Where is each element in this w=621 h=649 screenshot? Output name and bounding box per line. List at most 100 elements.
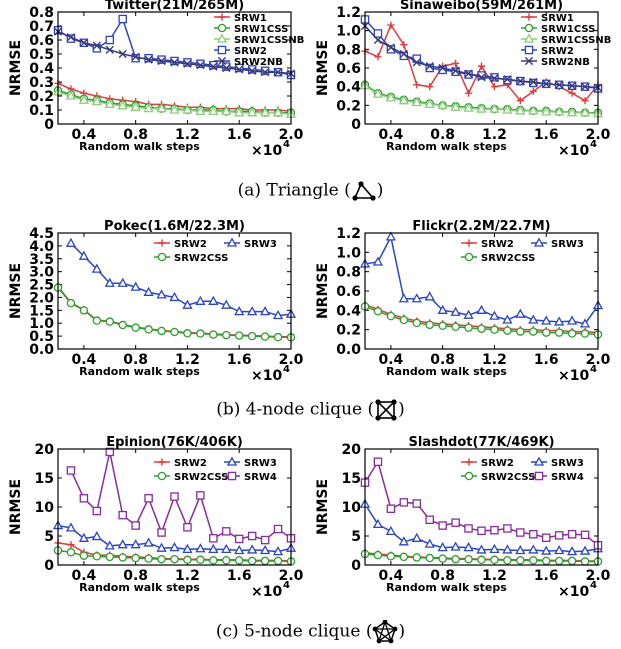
data-point [170, 554, 179, 564]
data-point [476, 103, 487, 113]
x-tick-label: 0.4 [71, 127, 96, 143]
data-point [489, 543, 500, 553]
y-tick-label: 0.4 [336, 303, 361, 319]
data-point [209, 534, 218, 543]
y-tick-label: 4.5 [29, 226, 54, 242]
y-tick-label: 15 [35, 471, 54, 487]
data-point [372, 518, 384, 529]
legend-label: SRW3 [551, 458, 584, 469]
legend-label: SRW1CSS [541, 24, 595, 35]
legend-marker [524, 45, 534, 55]
y-tick-label: 20 [35, 442, 55, 458]
y-tick-label: 0.6 [336, 284, 361, 300]
caption-c-text: (c) 5-node clique ( [215, 621, 373, 642]
x-multiplier-exponent: 4 [590, 364, 597, 375]
series-srw2css [53, 283, 296, 342]
caption-c: (c) 5-node clique () [0, 620, 621, 644]
chart-6: Slashdot(77K/469K) 0 5 10 15 20 0.4 0.8 1.2 1.6 2.… [315, 435, 611, 600]
data-point [131, 521, 140, 530]
x-tick-label: 2.0 [279, 568, 304, 584]
y-tick-label: 0.4 [29, 61, 54, 77]
data-point [196, 59, 205, 69]
data-point [567, 329, 577, 338]
data-point [92, 316, 102, 325]
data-point [248, 66, 257, 75]
data-point [182, 299, 193, 309]
y-tick-label: 0.0 [29, 342, 54, 358]
data-point [385, 92, 396, 102]
data-point [515, 105, 526, 115]
data-point [567, 556, 577, 566]
legend: SRW2 SRW3 SRW2CSS SRW4 [461, 456, 584, 483]
data-point [489, 103, 500, 113]
data-point [399, 498, 409, 507]
data-point [222, 330, 231, 340]
caption-b-text: (b) 4-node clique ( [216, 399, 375, 420]
data-point [412, 499, 422, 508]
data-point [554, 316, 565, 326]
data-point [528, 314, 539, 324]
x-tick-label: 1.6 [534, 568, 559, 584]
x-axis-label: Random walk steps [386, 140, 507, 153]
data-point [579, 545, 591, 555]
plot-frame [57, 232, 292, 350]
data-point [385, 231, 396, 241]
data-point [78, 94, 89, 104]
data-point [554, 328, 564, 337]
data-point [502, 104, 513, 114]
data-point [438, 554, 447, 563]
data-point [411, 293, 422, 303]
data-point [157, 554, 166, 564]
legend-marker [226, 456, 238, 466]
y-tick-label: 15 [342, 471, 361, 487]
data-point [450, 541, 461, 551]
data-point [386, 43, 395, 52]
data-point [529, 327, 538, 336]
data-point [272, 309, 284, 320]
data-point [170, 327, 179, 337]
data-point [437, 99, 448, 109]
legend-label: SRW2CSS [174, 253, 228, 264]
data-point [411, 96, 422, 107]
legend-marker [218, 13, 226, 21]
legend-label: SRW1CSSNB [234, 35, 304, 46]
data-point [502, 314, 513, 324]
x-multiplier-exponent: 4 [590, 580, 597, 591]
data-point [374, 53, 382, 61]
legend-marker [157, 252, 167, 262]
data-point [451, 322, 460, 332]
data-point [260, 535, 270, 545]
x-tick-label: 1.6 [227, 127, 252, 143]
x-multiplier-exponent: 4 [283, 364, 290, 375]
data-point [581, 97, 589, 105]
y-tick-label: 0.7 [29, 19, 54, 35]
data-point [183, 58, 192, 67]
chart-title: Twitter(21M/265M) [105, 0, 244, 13]
data-point [273, 332, 283, 342]
data-point [143, 103, 154, 113]
data-point [169, 104, 180, 114]
data-point [579, 318, 591, 328]
y-tick-label: 5 [44, 529, 54, 545]
legend-marker [158, 458, 166, 466]
legend-label: SRW2CSS [481, 253, 535, 264]
data-point [490, 325, 499, 334]
data-point [425, 63, 434, 73]
data-point [131, 553, 140, 563]
data-point [424, 538, 435, 548]
data-point [412, 58, 421, 67]
data-point [130, 539, 141, 549]
data-point [477, 526, 486, 536]
data-point [503, 75, 512, 84]
chart-3: Pokec(1.6M/22.3M)0.00.51.01.52.02.53.03.… [8, 219, 304, 384]
chart-2: Sinaweibo(59M/261M) 0 0.2 0.4 0.6 0.8 1.0 1.2 0.… [315, 0, 611, 159]
x-tick-label: 0.4 [71, 568, 96, 584]
data-point [234, 331, 244, 340]
y-tick-label: 0.2 [29, 89, 54, 105]
legend-label: SRW2CSS [481, 472, 535, 483]
series-srw4 [66, 447, 296, 545]
data-point [105, 552, 115, 562]
legend-marker [464, 252, 474, 262]
data-point [580, 329, 590, 338]
